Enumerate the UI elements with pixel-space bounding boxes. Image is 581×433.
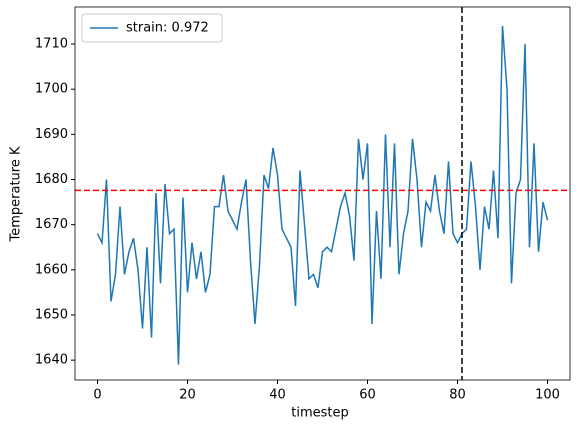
y-tick-label: 1650 <box>35 307 68 322</box>
x-tick-label: 80 <box>449 388 466 403</box>
y-tick-label: 1670 <box>35 217 68 232</box>
y-tick-label: 1680 <box>35 172 68 187</box>
y-tick-label: 1690 <box>35 127 68 142</box>
x-tick-label: 40 <box>269 388 286 403</box>
plot-frame <box>74 6 571 381</box>
y-tick-label: 1640 <box>35 353 68 368</box>
x-tick-label: 20 <box>179 388 196 403</box>
y-tick-label: 1660 <box>35 262 68 277</box>
y-axis-label: Temperature K <box>9 146 24 242</box>
y-tick-label: 1710 <box>35 37 68 52</box>
legend-label: strain: 0.972 <box>126 21 209 36</box>
x-tick-label: 100 <box>535 388 560 403</box>
x-tick-label: 60 <box>359 388 376 403</box>
x-tick-label: 0 <box>93 388 101 403</box>
data-line <box>96 25 549 365</box>
legend-box <box>81 13 223 43</box>
y-tick-label: 1700 <box>35 82 68 97</box>
x-axis-label: timestep <box>291 406 349 421</box>
